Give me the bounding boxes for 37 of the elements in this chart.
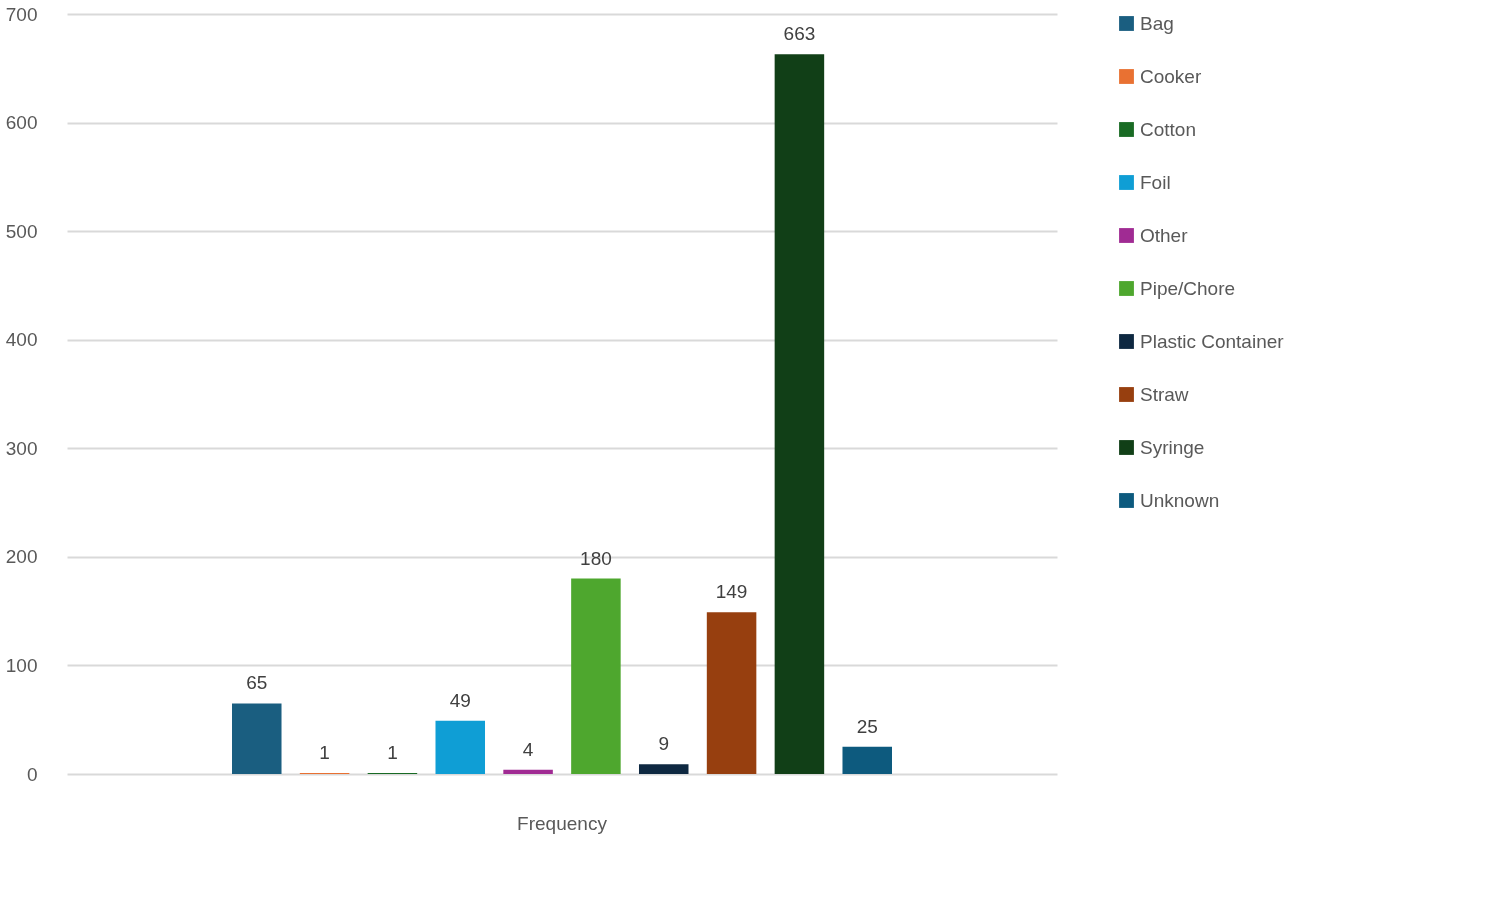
legend-label: Syringe xyxy=(1140,436,1205,458)
y-tick-label: 200 xyxy=(5,546,38,568)
bar xyxy=(435,720,486,774)
bar xyxy=(571,578,621,774)
data-label: 65 xyxy=(246,672,268,694)
legend-label: Unknown xyxy=(1140,489,1220,511)
y-tick-label: 0 xyxy=(26,763,38,785)
legend-label: Pipe/Chore xyxy=(1140,277,1236,299)
legend-label: Cooker xyxy=(1140,65,1202,87)
legend-label: Cotton xyxy=(1140,118,1196,140)
y-tick-label: 300 xyxy=(5,437,38,459)
data-label: 49 xyxy=(449,689,471,711)
legend-label: Other xyxy=(1140,224,1189,246)
y-tick-label: 500 xyxy=(5,220,38,242)
data-label: 4 xyxy=(522,738,534,760)
bar xyxy=(842,746,892,774)
data-label: 180 xyxy=(580,547,612,569)
data-label: 9 xyxy=(658,733,670,755)
y-tick-label: 100 xyxy=(5,654,38,676)
legend-label: Straw xyxy=(1140,383,1189,405)
legend-label: Bag xyxy=(1140,12,1174,34)
data-label: 25 xyxy=(856,715,878,737)
bar xyxy=(638,764,689,774)
bar xyxy=(774,54,825,774)
legend-label: Plastic Container xyxy=(1140,330,1285,352)
data-label: 149 xyxy=(715,581,748,603)
legend-label: Foil xyxy=(1140,171,1171,193)
y-tick-label: 700 xyxy=(5,3,38,25)
data-label: 1 xyxy=(319,741,330,763)
x-tick-label: Frequency xyxy=(517,812,608,834)
bar xyxy=(706,612,757,774)
y-tick-label: 600 xyxy=(5,112,38,134)
data-label: 1 xyxy=(387,741,398,763)
bar xyxy=(503,769,553,774)
y-tick-label: 400 xyxy=(5,329,38,351)
data-label: 663 xyxy=(783,23,816,45)
bar xyxy=(232,703,282,774)
